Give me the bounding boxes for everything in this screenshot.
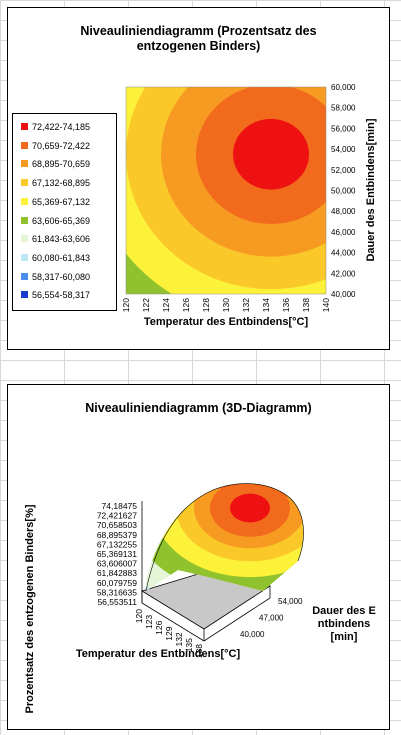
surface-y-tick-label: 54,000 bbox=[278, 597, 303, 606]
contour-x-tick-label: 134 bbox=[261, 298, 271, 312]
contour-y-tick-label: 58,000 bbox=[331, 104, 356, 113]
legend-swatch bbox=[21, 141, 28, 149]
contour-y-tick-label: 60,000 bbox=[331, 83, 356, 92]
contour-y-tick-label: 52,000 bbox=[331, 166, 356, 175]
surface-plot-area: 74,1847572,42162770,65850368,89537967,13… bbox=[24, 483, 304, 714]
surface-z-tick-label: 60,079759 bbox=[97, 578, 137, 588]
legend-item: 67,132-68,895 bbox=[21, 177, 90, 189]
contour-x-tick-label: 126 bbox=[181, 298, 191, 312]
surface-z-tick-label: 58,316635 bbox=[97, 587, 137, 597]
surface-z-tick-label: 74,18475 bbox=[102, 501, 138, 511]
contour-x-tick-label: 124 bbox=[161, 298, 171, 312]
contour-x-tick-label: 136 bbox=[281, 298, 291, 312]
legend-swatch bbox=[21, 291, 28, 299]
legend-item: 65,369-67,132 bbox=[21, 196, 90, 208]
contour-legend: 72,422-74,185 70,659-72,422 68,895-70,659 6… bbox=[12, 113, 117, 311]
surface-x-tick-label: 135 bbox=[184, 638, 194, 652]
surface-z-tick-label: 56,553511 bbox=[97, 597, 137, 607]
contour-y-tick-label: 46,000 bbox=[331, 228, 356, 237]
contour-y-tick-label: 50,000 bbox=[331, 187, 356, 196]
surface-y-axis-label: Dauer des Entbindens[min] bbox=[312, 605, 376, 643]
contour-chart-title: Niveauliniendiagramm (Prozentsatz des en… bbox=[80, 24, 317, 53]
legend-item: 72,422-74,185 bbox=[21, 121, 90, 133]
contour-y-tick-label: 42,000 bbox=[331, 269, 356, 278]
contour-x-tick-label: 128 bbox=[201, 298, 211, 312]
legend-item: 56,554-58,317 bbox=[21, 289, 90, 301]
surface-band bbox=[230, 493, 270, 523]
legend-swatch bbox=[21, 197, 28, 205]
contour-x-tick-label: 132 bbox=[241, 298, 251, 312]
legend-item: 58,317-60,080 bbox=[21, 271, 90, 283]
legend-label: 56,554-58,317 bbox=[32, 290, 91, 301]
legend-label: 60,080-61,843 bbox=[32, 252, 91, 263]
surface-z-tick-label: 67,132255 bbox=[97, 539, 137, 549]
contour-chart[interactable]: Niveauliniendiagramm (Prozentsatz des en… bbox=[7, 7, 390, 350]
contour-y-tick-label: 56,000 bbox=[331, 124, 356, 133]
legend-label: 58,317-60,080 bbox=[32, 271, 91, 282]
legend-label: 67,132-68,895 bbox=[32, 178, 91, 189]
contour-y-tick-label: 54,000 bbox=[331, 145, 356, 154]
legend-label: 68,895-70,659 bbox=[32, 159, 91, 170]
legend-swatch bbox=[21, 179, 28, 187]
surface-y-tick-label: 47,000 bbox=[259, 614, 284, 623]
surface-z-tick-label: 65,369131 bbox=[97, 549, 137, 559]
surface-chart[interactable]: Niveauliniendiagramm (3D-Diagramm) 74,18… bbox=[7, 384, 390, 730]
contour-x-tick-label: 138 bbox=[301, 298, 311, 312]
surface-x-tick-label: 126 bbox=[154, 620, 164, 634]
contour-y-tick-label: 40,000 bbox=[331, 290, 356, 299]
surface-x-tick-label: 129 bbox=[164, 626, 174, 640]
contour-x-tick-label: 122 bbox=[141, 298, 151, 312]
legend-swatch bbox=[21, 160, 28, 168]
legend-label: 65,369-67,132 bbox=[32, 196, 91, 207]
surface-chart-title: Niveauliniendiagramm (3D-Diagramm) bbox=[85, 401, 312, 415]
legend-swatch bbox=[21, 123, 28, 130]
legend-label: 72,422-74,185 bbox=[32, 122, 91, 132]
contour-x-axis-label: Temperatur des Entbindens[°C] bbox=[144, 316, 309, 328]
surface-x-axis-label: Temperatur des Entbindens[°C] bbox=[76, 648, 241, 660]
legend-item: 63,606-65,369 bbox=[21, 215, 90, 227]
surface-z-tick-label: 61,842883 bbox=[97, 568, 137, 578]
legend-swatch bbox=[21, 216, 28, 224]
legend-swatch bbox=[21, 235, 28, 243]
surface-z-axis-label: Prozentsatz des entzogenen Binders[%] bbox=[24, 504, 36, 713]
contour-x-tick-label: 130 bbox=[221, 298, 231, 312]
legend-label: 70,659-72,422 bbox=[32, 140, 91, 151]
contour-plot-area: 120 122 124 126 128 130 132 134 136 138 140 40,000… bbox=[121, 83, 377, 328]
surface-x-tick-label: 138 bbox=[194, 644, 204, 658]
legend-label: 63,606-65,369 bbox=[32, 215, 91, 226]
surface-z-tick-label: 70,658503 bbox=[97, 520, 137, 530]
surface-z-tick-label: 63,606007 bbox=[97, 559, 137, 569]
surface-x-tick-label: 120 bbox=[134, 609, 144, 623]
legend-swatch bbox=[21, 253, 28, 261]
surface-y-tick-label: 40,000 bbox=[240, 630, 265, 639]
legend-label: 61,843-63,606 bbox=[32, 234, 91, 245]
contour-y-tick-label: 48,000 bbox=[331, 207, 356, 216]
contour-x-tick-label: 120 bbox=[121, 298, 131, 312]
contour-x-tick-label: 140 bbox=[321, 298, 331, 312]
surface-x-tick-label: 123 bbox=[144, 615, 154, 629]
legend-item: 68,895-70,659 bbox=[21, 158, 90, 170]
surface-z-tick-label: 72,421627 bbox=[97, 511, 137, 521]
surface-z-tick-label: 68,895379 bbox=[97, 530, 137, 540]
contour-y-tick-label: 44,000 bbox=[331, 249, 356, 258]
legend-item: 70,659-72,422 bbox=[21, 140, 90, 152]
legend-item: 61,843-63,606 bbox=[21, 233, 90, 245]
legend-item: 60,080-61,843 bbox=[21, 252, 90, 264]
contour-y-axis-label: Dauer des Entbindens[min] bbox=[365, 118, 377, 261]
contour-band bbox=[233, 118, 309, 190]
surface-x-tick-label: 132 bbox=[174, 632, 184, 646]
legend-swatch bbox=[21, 272, 28, 280]
